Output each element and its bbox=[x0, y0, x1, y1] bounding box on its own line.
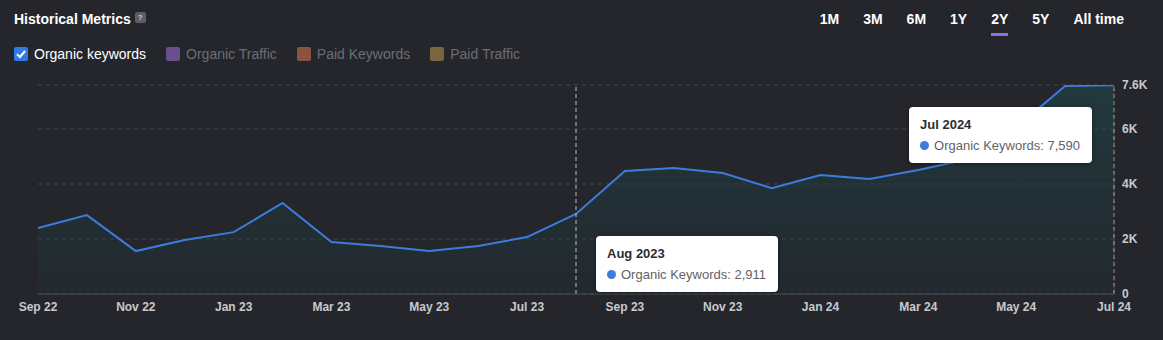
svg-text:Nov 22: Nov 22 bbox=[116, 300, 156, 314]
svg-text:2K: 2K bbox=[1122, 232, 1138, 246]
svg-text:4K: 4K bbox=[1122, 177, 1138, 191]
html-text:Paid Keywords: Paid Keywords bbox=[316, 46, 411, 62]
html-text:Aug 2023: Aug 2023 bbox=[607, 245, 665, 261]
svg-text:Jul 24: Jul 24 bbox=[1097, 300, 1131, 314]
html-text:Organic Keywords: 2,911: Organic Keywords: 2,911 bbox=[621, 266, 766, 282]
html-text:5Y: 5Y bbox=[1032, 11, 1050, 27]
html-text:Paid Traffic: Paid Traffic bbox=[450, 46, 520, 62]
html-text:Jul 2024: Jul 2024 bbox=[920, 117, 972, 133]
html-text:All time: All time bbox=[1073, 11, 1124, 27]
svg-text:Jan 23: Jan 23 bbox=[215, 300, 253, 314]
svg-text:Nov 23: Nov 23 bbox=[703, 300, 743, 314]
svg-text:Jul 23: Jul 23 bbox=[510, 300, 544, 314]
html-text:Organic Traffic: Organic Traffic bbox=[186, 46, 277, 62]
svg-text:Jan 24: Jan 24 bbox=[802, 300, 840, 314]
svg-text:Mar 23: Mar 23 bbox=[312, 300, 350, 314]
svg-text:0: 0 bbox=[1122, 287, 1129, 301]
svg-text:May 24: May 24 bbox=[996, 300, 1036, 314]
html-text:3M: 3M bbox=[863, 11, 883, 27]
html-text:Historical Metrics: Historical Metrics bbox=[14, 11, 131, 27]
svg-text:6K: 6K bbox=[1122, 122, 1138, 136]
html-text:Organic keywords: Organic keywords bbox=[34, 46, 146, 62]
html-text:1M: 1M bbox=[819, 11, 840, 27]
svg-text:7.6K: 7.6K bbox=[1122, 78, 1148, 92]
html-text:1Y: 1Y bbox=[950, 11, 968, 27]
html-text:6M: 6M bbox=[906, 11, 926, 27]
html-text:2Y: 2Y bbox=[991, 11, 1009, 27]
svg-text:Sep 23: Sep 23 bbox=[606, 300, 645, 314]
svg-text:Sep 22: Sep 22 bbox=[19, 300, 58, 314]
svg-text:May 23: May 23 bbox=[409, 300, 449, 314]
html-text:Organic Keywords: 7,590: Organic Keywords: 7,590 bbox=[934, 138, 1080, 154]
svg-text:Mar 24: Mar 24 bbox=[899, 300, 937, 314]
